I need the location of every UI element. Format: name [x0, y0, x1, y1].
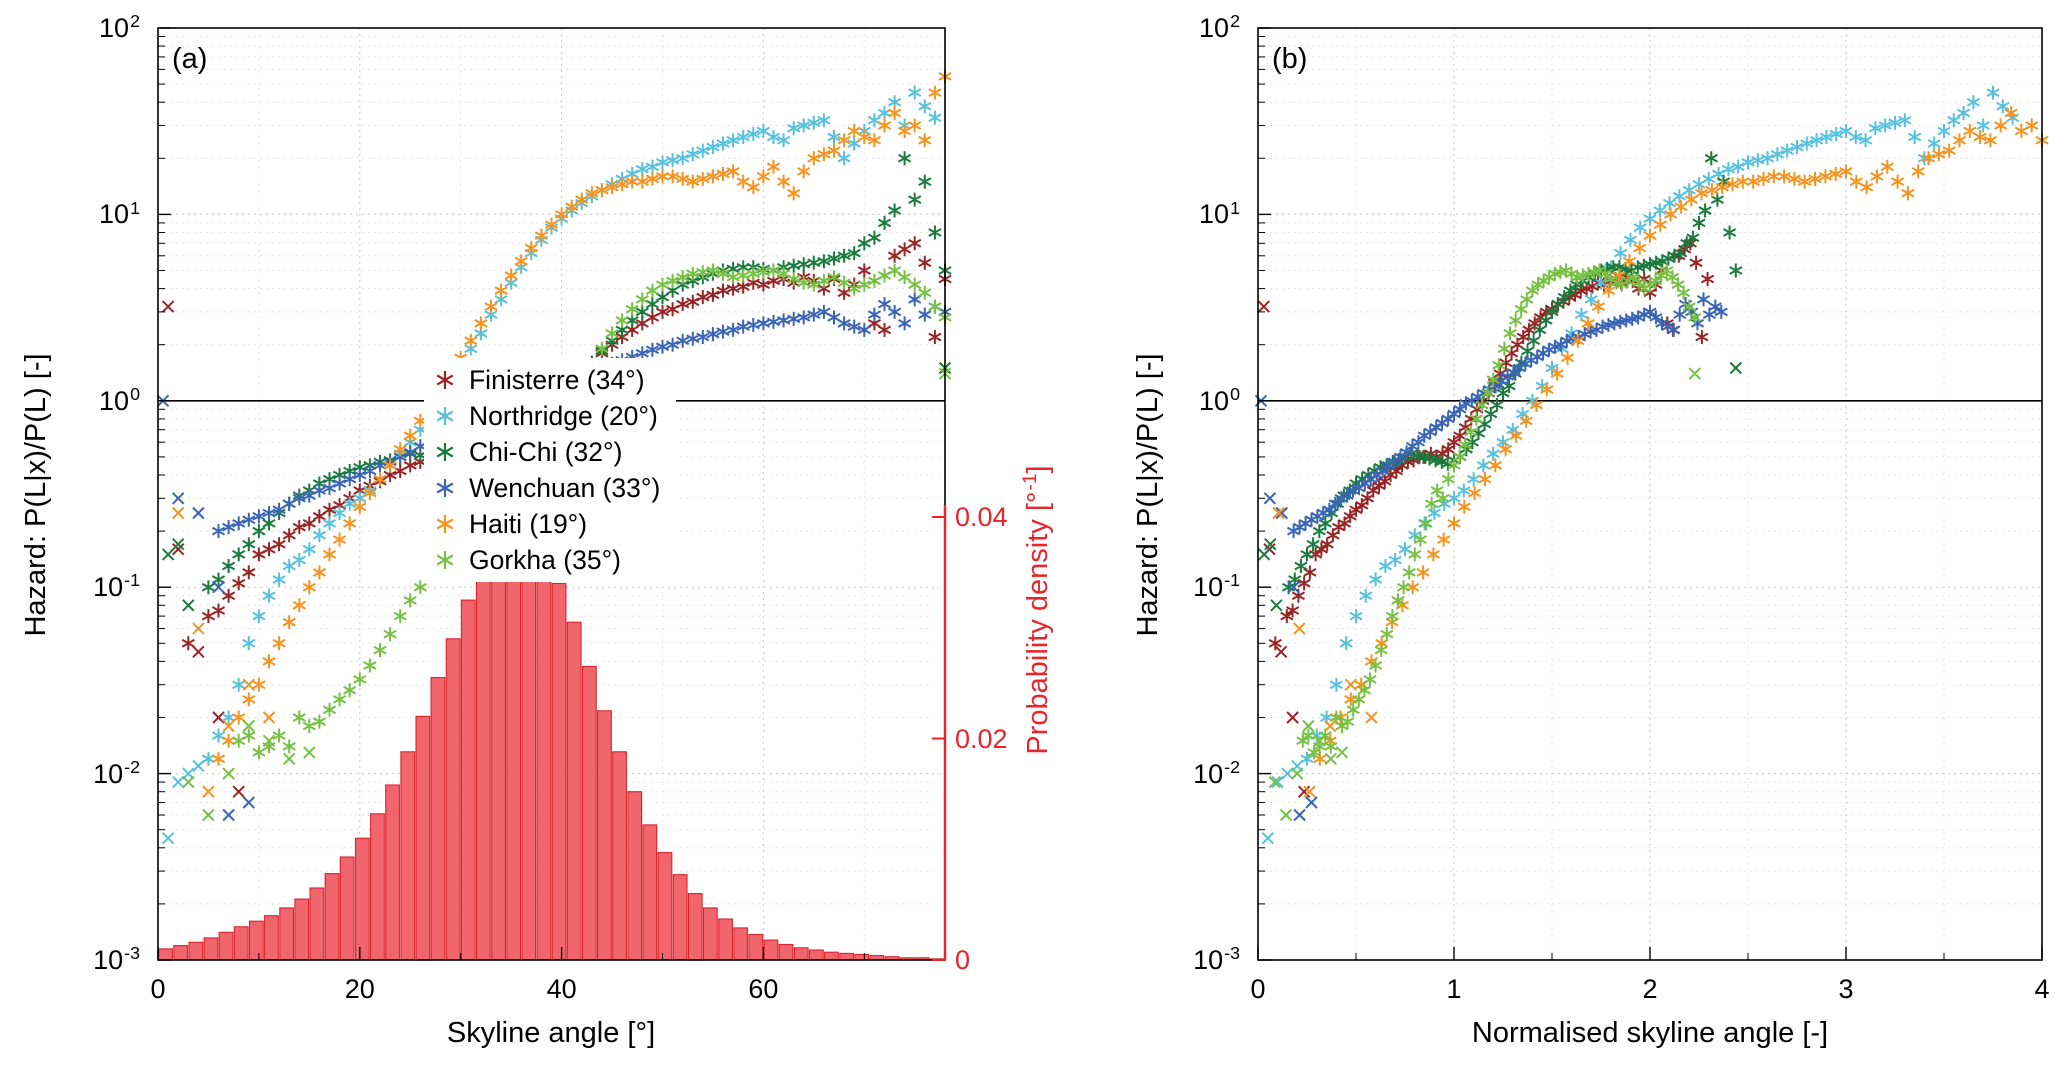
y-axis-label-b: Hazard: P(L|x)/P(L) [-] — [1132, 353, 1164, 637]
y-tick-label-panel-b: 100 — [1199, 384, 1240, 416]
x-tick-label-panel-b: 2 — [1642, 974, 1658, 1004]
y-tick-label-panel-a: 10-3 — [93, 943, 140, 975]
probability-density-tick-label: 0.04 — [955, 502, 1008, 532]
panel-b-letter: (b) — [1272, 43, 1308, 75]
legend-item-northridge: Northridge (20°) — [430, 398, 660, 434]
y-tick-label-panel-b: 10-2 — [1193, 756, 1240, 789]
y-tick-label-panel-b: 101 — [1199, 197, 1240, 230]
tick-marks — [157, 27, 865, 961]
y-tick-label-panel-a: 10-2 — [93, 756, 140, 789]
x-tick-label-panel-a: 20 — [344, 974, 375, 1004]
y-tick-label-panel-b: 102 — [1199, 11, 1240, 43]
legend-marker-chichi-icon — [436, 443, 454, 461]
legend: Finisterre (34°) Northridge (20°) Chi-Chi … — [424, 358, 677, 582]
series-haiti-markers — [211, 69, 952, 766]
legend-label: Finisterre (34°) — [469, 364, 645, 395]
x-tick-label-panel-a: 40 — [546, 974, 577, 1004]
series-haiti-x-markers — [171, 506, 276, 798]
y-tick-label-panel-b: 10-3 — [1193, 943, 1240, 975]
probability-density-axis-label: Probability density [°-1] — [1019, 350, 1057, 870]
data-series — [1254, 85, 2049, 845]
x-axis-label-a: Skyline angle [°] — [446, 1017, 656, 1049]
legend-label: Wenchuan (33°) — [469, 472, 661, 503]
legend-label: Northridge (20°) — [469, 400, 658, 431]
probability-density-tick-label: 0 — [955, 945, 971, 975]
tick-marks — [1257, 27, 2043, 961]
x-tick-label-panel-b: 3 — [1838, 974, 1854, 1004]
legend-marker-gorkha-icon — [436, 551, 454, 569]
legend-label: Gorkha (35°) — [469, 544, 621, 575]
series-northridge-x-markers — [1261, 759, 1304, 845]
legend-marker-northridge-icon — [436, 407, 454, 425]
panel-a-letter: (a) — [172, 43, 208, 75]
legend-item-wenchuan: Wenchuan (33°) — [430, 470, 660, 506]
series-chichi-x-markers — [1257, 361, 1743, 612]
legend-marker-wenchuan-icon — [436, 479, 454, 497]
series-gorkha-markers — [1296, 263, 1702, 760]
legend-marker-haiti-icon — [436, 515, 454, 533]
legend-label: Chi-Chi (32°) — [469, 436, 623, 467]
panel-b — [1254, 27, 2049, 961]
y-tick-label-panel-b: 10-1 — [1193, 570, 1240, 603]
x-tick-label-panel-b: 4 — [2034, 974, 2050, 1004]
y-tick-label-panel-a: 100 — [99, 384, 140, 416]
x-tick-label-panel-a: 60 — [748, 974, 779, 1004]
legend-item-gorkha: Gorkha (35°) — [430, 542, 660, 578]
y-axis-label-a: Hazard: P(L|x)/P(L) [-] — [20, 353, 52, 637]
x-tick-label-panel-b: 1 — [1446, 974, 1462, 1004]
panel-a — [156, 27, 952, 961]
legend-marker-finisterre-icon — [436, 371, 454, 389]
x-tick-label-panel-b: 0 — [1250, 974, 1266, 1004]
series-northridge-x-markers — [161, 759, 205, 845]
probability-density-histogram — [158, 533, 945, 961]
series-gorkha-x-markers — [1268, 367, 1702, 822]
legend-label: Haiti (19°) — [469, 508, 588, 539]
x-axis-label-b: Normalised skyline angle [-] — [1471, 1017, 1829, 1049]
x-tick-label-panel-a: 0 — [150, 974, 166, 1004]
axes-box — [157, 27, 946, 961]
series-haiti-x-markers — [1272, 506, 1378, 798]
y-tick-label-panel-a: 10-1 — [93, 570, 140, 603]
legend-item-chichi: Chi-Chi (32°) — [430, 434, 660, 470]
legend-item-finisterre: Finisterre (34°) — [430, 362, 660, 398]
series-finisterre-x-markers — [161, 300, 245, 798]
y-tick-label-panel-a: 101 — [99, 197, 140, 230]
y2label-sup: -1 — [1020, 473, 1042, 491]
y-tick-label-panel-a: 102 — [99, 11, 140, 43]
y2label-text: Probability density [° — [1022, 491, 1054, 755]
probability-density-tick-label: 0.02 — [955, 723, 1008, 754]
legend-item-haiti: Haiti (19°) — [430, 506, 660, 542]
